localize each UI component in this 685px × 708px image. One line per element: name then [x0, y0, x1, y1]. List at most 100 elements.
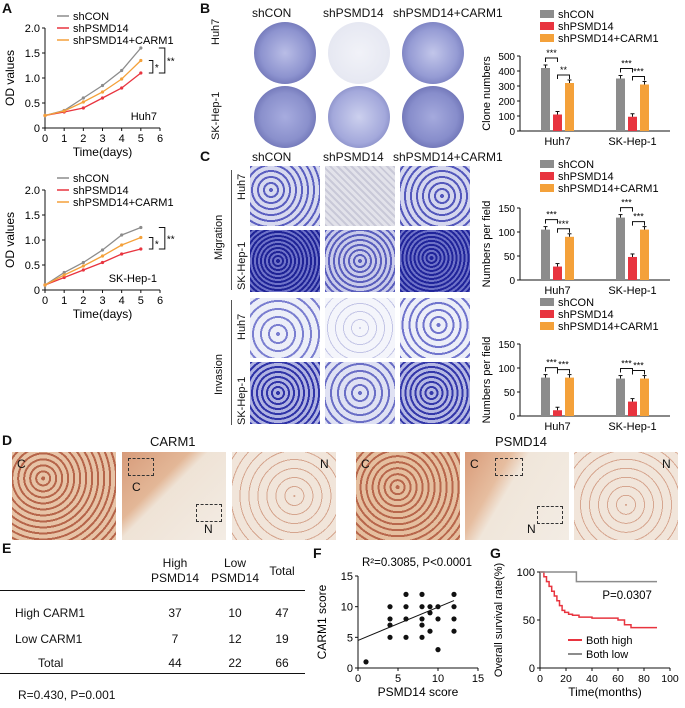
sig-label: **	[167, 234, 175, 245]
x-tick-label: SK-Hep-1	[608, 136, 656, 148]
bar-shPSMD14+CARM1	[565, 236, 574, 280]
y-tick-label: 50	[504, 252, 516, 263]
ihc-psmd14-c: C	[356, 452, 460, 540]
bar-shCON	[541, 377, 550, 416]
x-tick-label: 10	[432, 673, 444, 685]
legend-swatch	[540, 160, 554, 168]
mig-skhep1-shpsmd14	[325, 230, 395, 292]
x-tick-label: 20	[560, 673, 572, 685]
legend-swatch	[540, 322, 554, 330]
y-tick-label: 500	[498, 52, 515, 63]
table-footer-stats: R=0.430, P=0.001	[18, 688, 116, 702]
ihc-mark-c: C	[17, 457, 26, 471]
data-point	[120, 252, 124, 256]
x-tick-label: 6	[157, 295, 163, 307]
y-tick-label: 0	[509, 127, 515, 138]
sig-bracket	[158, 47, 166, 74]
bar-shCON	[616, 78, 625, 131]
legend-swatch	[540, 184, 554, 192]
data-point	[43, 113, 47, 118]
y-tick-label: 0	[509, 276, 515, 287]
x-tick-label: 2	[80, 133, 86, 145]
y-tick-label: 50	[523, 615, 535, 627]
x-tick-label: 40	[586, 673, 598, 685]
inset-box	[495, 458, 523, 476]
scatter-point	[427, 628, 433, 634]
dish-huh7-combo	[402, 22, 464, 84]
legend-label: Both high	[586, 635, 632, 647]
scatter-point	[387, 604, 393, 610]
sig-bracket	[632, 76, 645, 81]
sig-label: **	[167, 57, 175, 68]
survival-curve: 0 50 100 0 20 40 60 80 100 Time(months) Overall su…	[493, 563, 679, 699]
scatter-point	[419, 622, 425, 628]
dish-skhep1-shcon	[254, 86, 316, 148]
legend-swatch	[540, 310, 554, 318]
data-point	[62, 275, 66, 280]
series-line-2	[44, 60, 142, 117]
series-line-1	[44, 248, 141, 286]
dish-huh7-shpsmd14	[328, 22, 390, 84]
sig-bracket	[620, 207, 633, 212]
inv-huh7-shpsmd14	[325, 298, 395, 358]
x-tick-label: 80	[638, 673, 650, 685]
data-point	[100, 83, 105, 88]
c-header-shcon: shCON	[252, 150, 292, 164]
legend-swatch	[540, 172, 554, 180]
sig-bracket	[620, 368, 633, 373]
sig-label: ***	[546, 210, 557, 220]
panel-label-g: G	[490, 545, 501, 561]
legend-label: shPSMD14	[73, 185, 129, 197]
table-row-label: Total	[38, 656, 64, 670]
x-axis-label: PSMD14 score	[378, 685, 459, 699]
ihc-psmd14-n: N	[574, 452, 678, 540]
panel-label-a: A	[2, 0, 13, 16]
legend-label: shPSMD14+CARM1	[73, 35, 174, 47]
bar-shPSMD14+CARM1	[640, 84, 649, 131]
panel-label-d: D	[2, 432, 13, 448]
x-tick-label: SK-Hep-1	[608, 421, 656, 433]
ihc-psmd14-overview: C N	[465, 452, 569, 540]
table-cell: 44	[168, 656, 182, 670]
y-tick-label: 50	[504, 388, 516, 399]
ihc-mark-c: C	[132, 480, 141, 494]
bar-shPSMD14+CARM1	[565, 83, 574, 131]
ihc-mark-c: C	[470, 457, 479, 471]
table-row-label: High CARM1	[15, 606, 86, 620]
mig-skhep1-combo	[400, 230, 470, 292]
sig-bracket	[557, 228, 570, 233]
data-point	[120, 68, 124, 73]
mig-skhep1-shcon	[250, 230, 320, 292]
bar-shCON	[541, 229, 550, 280]
sig-bracket	[632, 370, 645, 375]
scatter-point	[387, 616, 393, 622]
b-header-combo: shPSMD14+CARM1	[393, 6, 503, 20]
y-tick-label: 150	[498, 340, 515, 351]
contingency-table: High PSMD14 Low PSMD14 Total High CARM1 …	[0, 548, 312, 708]
c-invasion-bracket	[231, 300, 232, 425]
legend-label: shPSMD14	[558, 171, 614, 183]
y-tick-label: 15	[341, 571, 353, 583]
y-tick-label: 0.5	[25, 260, 40, 272]
scatter-point	[419, 591, 425, 597]
y-tick-label: 1.5	[25, 48, 40, 60]
scatter-point	[419, 604, 425, 610]
table-cell: 37	[168, 606, 182, 620]
data-point	[120, 243, 124, 247]
scatter-point	[403, 634, 409, 640]
y-axis-label: Numbers per field	[481, 337, 493, 424]
legend-label: shPSMD14	[558, 21, 614, 33]
y-tick-label: 2.0	[25, 23, 40, 35]
series-line-1	[44, 72, 142, 117]
ihc-mark-n: N	[320, 457, 329, 471]
mig-huh7-shpsmd14	[325, 166, 395, 226]
scatter-point	[435, 647, 441, 653]
inv-huh7-shcon	[250, 298, 320, 358]
scatter-point	[435, 616, 441, 622]
table-rule-top	[0, 590, 305, 591]
sig-label: **	[560, 65, 568, 75]
data-point	[139, 71, 143, 75]
sig-bracket	[158, 227, 166, 250]
x-tick-label: 0	[537, 673, 543, 685]
